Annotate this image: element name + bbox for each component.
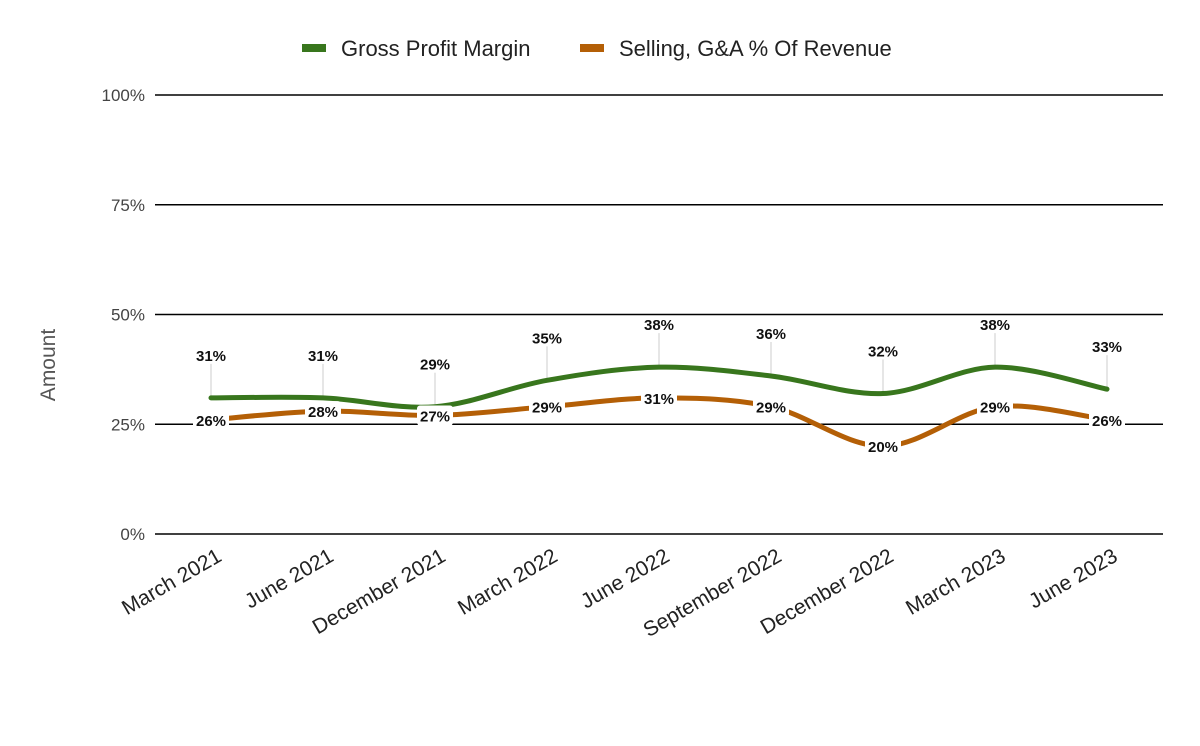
- data-label-sga: 29%: [980, 400, 1010, 417]
- x-tick-label: June 2021: [241, 544, 337, 613]
- x-tick-label: March 2022: [454, 544, 562, 619]
- x-tick-label: June 2022: [577, 544, 673, 613]
- y-tick-label: 100%: [102, 86, 145, 105]
- data-label-gross-profit: 33%: [1092, 339, 1122, 356]
- y-tick-label: 50%: [111, 306, 145, 325]
- data-label-gross-profit: 38%: [644, 317, 674, 334]
- data-label-background: [193, 409, 229, 430]
- data-label-background: [1089, 409, 1125, 430]
- data-label-background: [977, 396, 1013, 417]
- data-label-leaders: [210, 333, 1108, 407]
- y-axis-label: Amount: [37, 329, 60, 402]
- data-label-background: [641, 387, 677, 408]
- data-labels: 31% 31% 29% 35% 38% 36% 32% 38% 33% 26% 28% 27% 29% 3…: [193, 317, 1125, 457]
- data-label-sga: 26%: [1092, 413, 1122, 430]
- x-tick-label: June 2023: [1025, 544, 1121, 613]
- data-label-sga: 29%: [756, 400, 786, 417]
- data-label-sga: 29%: [532, 400, 562, 417]
- data-label-sga: 26%: [196, 413, 226, 430]
- data-label-sga: 28%: [308, 404, 338, 421]
- data-label-gross-profit: 32%: [868, 344, 898, 361]
- data-label-background: [305, 401, 341, 422]
- data-label-background: [865, 436, 901, 457]
- series-line-gross-profit-margin: [208, 364, 1110, 410]
- data-label-gross-profit: 29%: [420, 357, 450, 374]
- data-label-gross-profit: 31%: [308, 348, 338, 365]
- data-label-background: [529, 396, 565, 417]
- legend-label: Gross Profit Margin: [341, 36, 531, 61]
- data-label-background: [753, 396, 789, 417]
- legend-label: Selling, G&A % Of Revenue: [619, 36, 892, 61]
- x-tick-label: March 2021: [118, 544, 226, 619]
- data-label-sga: 31%: [644, 391, 674, 408]
- y-tick-label: 25%: [111, 415, 145, 434]
- y-tick-label: 75%: [111, 196, 145, 215]
- gridlines: [155, 94, 1163, 535]
- data-label-sga: 20%: [868, 439, 898, 456]
- data-label-sga: 27%: [420, 408, 450, 425]
- y-tick-label: 0%: [120, 525, 145, 544]
- data-label-gross-profit: 31%: [196, 348, 226, 365]
- data-label-gross-profit: 35%: [532, 330, 562, 347]
- data-label-gross-profit: 38%: [980, 317, 1010, 334]
- data-label-background: [417, 405, 453, 426]
- data-label-gross-profit: 36%: [756, 326, 786, 343]
- x-tick-label: March 2023: [902, 544, 1010, 619]
- y-axis: 0% 25% 50% 75% 100%: [102, 86, 145, 544]
- legend: Gross Profit Margin Selling, G&A % Of Rev…: [302, 36, 892, 61]
